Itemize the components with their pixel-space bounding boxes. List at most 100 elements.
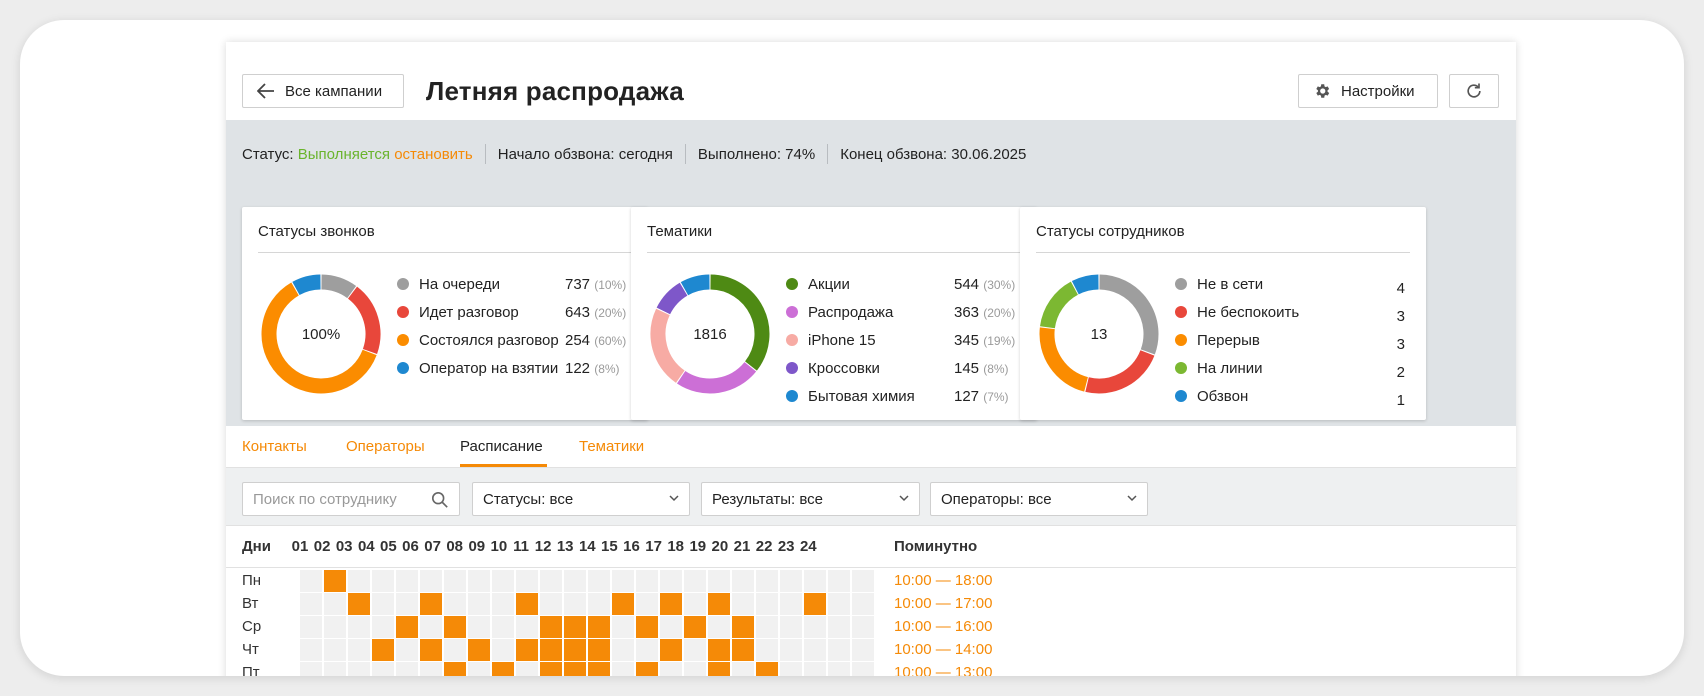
hour-cell[interactable] [756, 616, 778, 638]
hour-cell[interactable] [420, 616, 442, 638]
tab-contacts[interactable]: Контакты [242, 438, 307, 455]
hour-cell[interactable] [684, 616, 706, 638]
hour-cell[interactable] [372, 593, 394, 615]
hour-cell[interactable] [804, 616, 826, 638]
hour-cell[interactable] [732, 662, 754, 676]
stop-campaign-link[interactable]: остановить [394, 145, 473, 163]
hour-cell[interactable] [564, 616, 586, 638]
hour-cell[interactable] [660, 639, 682, 661]
hour-cell[interactable] [612, 570, 634, 592]
hour-cell[interactable] [420, 570, 442, 592]
hour-cell[interactable] [780, 593, 802, 615]
hour-cell[interactable] [636, 662, 658, 676]
employee-search-input[interactable] [253, 490, 423, 508]
hour-cell[interactable] [708, 639, 730, 661]
refresh-button[interactable] [1449, 74, 1499, 108]
hour-cell[interactable] [780, 662, 802, 676]
hour-cell[interactable] [660, 593, 682, 615]
hour-cell[interactable] [540, 639, 562, 661]
hour-cell[interactable] [804, 593, 826, 615]
hour-cell[interactable] [300, 593, 322, 615]
hour-cell[interactable] [804, 639, 826, 661]
hour-cell[interactable] [852, 593, 874, 615]
hour-cell[interactable] [516, 639, 538, 661]
hour-cell[interactable] [852, 662, 874, 676]
hour-cell[interactable] [660, 570, 682, 592]
hour-cell[interactable] [444, 616, 466, 638]
hour-cell[interactable] [348, 616, 370, 638]
hour-cell[interactable] [732, 570, 754, 592]
hour-cell[interactable] [660, 616, 682, 638]
hour-cell[interactable] [372, 570, 394, 592]
hour-cell[interactable] [324, 662, 346, 676]
hour-cell[interactable] [444, 570, 466, 592]
hour-cell[interactable] [756, 662, 778, 676]
hour-cell[interactable] [396, 593, 418, 615]
hour-cell[interactable] [588, 639, 610, 661]
hour-cell[interactable] [780, 570, 802, 592]
hour-cell[interactable] [732, 639, 754, 661]
hour-cell[interactable] [588, 570, 610, 592]
hour-cell[interactable] [612, 662, 634, 676]
work-time-link[interactable]: 10:00 — 16:00 [894, 618, 993, 635]
tab-topics[interactable]: Тематики [579, 438, 645, 455]
hour-cell[interactable] [348, 639, 370, 661]
hour-cell[interactable] [588, 662, 610, 676]
hour-cell[interactable] [588, 593, 610, 615]
hour-cell[interactable] [492, 639, 514, 661]
settings-button[interactable]: Настройки [1298, 74, 1438, 108]
hour-cell[interactable] [564, 639, 586, 661]
results-select[interactable]: Результаты: все [701, 482, 920, 516]
hour-cell[interactable] [492, 593, 514, 615]
hour-cell[interactable] [444, 593, 466, 615]
hour-cell[interactable] [612, 593, 634, 615]
hour-cell[interactable] [828, 616, 850, 638]
hour-cell[interactable] [396, 570, 418, 592]
hour-cell[interactable] [828, 662, 850, 676]
hour-cell[interactable] [300, 639, 322, 661]
hour-cell[interactable] [468, 593, 490, 615]
hour-cell[interactable] [516, 616, 538, 638]
hour-cell[interactable] [708, 570, 730, 592]
hour-cell[interactable] [756, 639, 778, 661]
statuses-select[interactable]: Статусы: все [472, 482, 690, 516]
hour-cell[interactable] [660, 662, 682, 676]
work-time-link[interactable]: 10:00 — 17:00 [894, 595, 993, 612]
hour-cell[interactable] [468, 662, 490, 676]
hour-cell[interactable] [612, 639, 634, 661]
hour-cell[interactable] [804, 662, 826, 676]
hour-cell[interactable] [372, 616, 394, 638]
back-to-campaigns-button[interactable]: Все кампании [242, 74, 404, 108]
search-icon[interactable] [431, 491, 449, 509]
hour-cell[interactable] [540, 662, 562, 676]
hour-cell[interactable] [444, 662, 466, 676]
work-time-link[interactable]: 10:00 — 14:00 [894, 641, 993, 658]
hour-cell[interactable] [732, 616, 754, 638]
work-time-link[interactable]: 10:00 — 18:00 [894, 572, 993, 589]
hour-cell[interactable] [468, 616, 490, 638]
hour-cell[interactable] [756, 593, 778, 615]
hour-cell[interactable] [612, 616, 634, 638]
hour-cell[interactable] [492, 662, 514, 676]
hour-cell[interactable] [780, 616, 802, 638]
hour-cell[interactable] [420, 662, 442, 676]
hour-cell[interactable] [636, 639, 658, 661]
hour-cell[interactable] [708, 593, 730, 615]
hour-cell[interactable] [540, 593, 562, 615]
hour-cell[interactable] [372, 639, 394, 661]
hour-cell[interactable] [348, 662, 370, 676]
hour-cell[interactable] [684, 662, 706, 676]
hour-cell[interactable] [636, 616, 658, 638]
hour-cell[interactable] [300, 616, 322, 638]
hour-cell[interactable] [324, 570, 346, 592]
hour-cell[interactable] [324, 593, 346, 615]
hour-cell[interactable] [828, 593, 850, 615]
hour-cell[interactable] [348, 570, 370, 592]
hour-cell[interactable] [564, 593, 586, 615]
hour-cell[interactable] [852, 616, 874, 638]
hour-cell[interactable] [516, 570, 538, 592]
hour-cell[interactable] [852, 639, 874, 661]
hour-cell[interactable] [300, 662, 322, 676]
hour-cell[interactable] [828, 570, 850, 592]
hour-cell[interactable] [396, 616, 418, 638]
